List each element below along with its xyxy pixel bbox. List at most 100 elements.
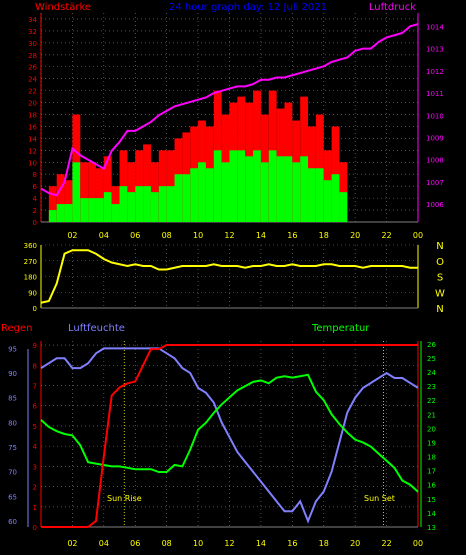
- wind-axis-tick-label: 10: [28, 159, 37, 167]
- wind-gust-bar: [88, 162, 96, 222]
- wind-axis-tick-label: 2: [33, 207, 37, 215]
- wind-speed-bar: [213, 150, 222, 222]
- wind-gust-bar: [56, 174, 65, 222]
- wind-gust-bar: [119, 150, 128, 222]
- humidity-axis-tick-label: 65: [8, 493, 17, 501]
- hour-tick-label: 16: [287, 539, 297, 548]
- humidity-axis-title: Luftfeuchte: [68, 323, 125, 334]
- rain-axis-tick-label: 6: [33, 403, 38, 411]
- wind-speed-bar: [237, 150, 246, 222]
- hour-tick-label: 06: [130, 231, 140, 240]
- rain-axis-tick-label: 2: [33, 484, 37, 492]
- hour-tick-label: 02: [67, 539, 77, 548]
- pressure-axis-tick-label: 1008: [426, 157, 444, 165]
- wind-axis-tick-label: 32: [28, 28, 37, 36]
- direction-axis-tick-label: 180: [24, 274, 37, 282]
- rain-axis-tick-label: 1: [33, 504, 37, 512]
- wind-direction-line: [40, 249, 418, 304]
- hour-tick-label: 08: [162, 539, 172, 548]
- wind-gust-bar: [166, 150, 175, 222]
- wind-speed-bar: [205, 168, 214, 222]
- pressure-panel-title: Luftdruck: [369, 2, 416, 13]
- wind-axis-tick-label: 20: [28, 100, 37, 108]
- wind-speed-bar: [308, 168, 316, 222]
- wind-gust-bar: [95, 168, 104, 222]
- hour-tick-label: 10: [193, 539, 203, 548]
- hour-tick-label: 20: [350, 231, 360, 240]
- temperature-axis-tick-label: 15: [427, 496, 436, 504]
- wind-speed-bar: [229, 150, 238, 222]
- wind-axis-tick-label: 4: [33, 195, 38, 203]
- wind-speed-bar: [80, 198, 89, 222]
- wind-axis-tick-label: 12: [28, 147, 37, 155]
- pressure-axis-tick-label: 1014: [426, 23, 444, 31]
- hour-tick-label: 12: [224, 231, 234, 240]
- direction-axis-tick-label: 0: [33, 305, 37, 313]
- wind-speed-bar: [300, 156, 309, 222]
- rain-line: [41, 344, 418, 528]
- humidity-axis-tick-label: 95: [8, 345, 17, 353]
- wind-speed-bar: [158, 186, 167, 222]
- temperature-axis-tick-label: 22: [427, 397, 436, 405]
- compass-direction-label: N: [436, 304, 443, 315]
- wind-speed-bar: [253, 150, 261, 222]
- wind-speed-bar: [48, 210, 57, 222]
- wind-speed-bar: [284, 156, 293, 222]
- wind-axis-tick-label: 6: [33, 183, 38, 191]
- wind-speed-bar: [323, 180, 332, 222]
- humidity-axis-tick-label: 80: [8, 419, 17, 427]
- wind-speed-bar: [276, 156, 285, 222]
- wind-speed-bar: [245, 156, 254, 222]
- wind-speed-bar: [88, 198, 96, 222]
- wind-speed-bar: [127, 192, 136, 222]
- hour-tick-label: 14: [256, 231, 266, 240]
- compass-direction-label: S: [437, 273, 443, 284]
- temperature-axis-tick-label: 19: [427, 439, 436, 447]
- wind-gust-bar: [158, 150, 167, 222]
- direction-axis-tick-label: 90: [28, 289, 37, 297]
- pressure-axis-tick-label: 1012: [426, 68, 444, 76]
- wind-speed-bar: [292, 162, 301, 222]
- temperature-axis-tick-label: 20: [427, 425, 436, 433]
- wind-speed-bar: [166, 186, 175, 222]
- wind-speed-bar: [111, 204, 120, 222]
- wind-speed-bar: [135, 186, 144, 222]
- compass-direction-label: O: [436, 257, 444, 268]
- pressure-line: [40, 23, 419, 197]
- temperature-line: [40, 373, 419, 493]
- rain-axis-tick-label: 3: [33, 463, 37, 471]
- wind-gust-bar: [80, 162, 89, 222]
- temperature-axis-tick-label: 14: [427, 510, 436, 518]
- wind-axis-tick-label: 28: [28, 52, 37, 60]
- wind-speed-bar: [150, 192, 159, 222]
- hour-tick-label: 20: [350, 539, 360, 548]
- wind-axis-tick-label: 16: [28, 123, 37, 131]
- direction-axis-tick-label: 270: [24, 258, 37, 266]
- temperature-axis-tick-label: 17: [427, 468, 436, 476]
- wind-speed-bar: [331, 174, 340, 222]
- hour-tick-label: 00: [413, 231, 423, 240]
- pressure-axis-tick-label: 1011: [426, 90, 444, 98]
- temperature-axis-tick-label: 25: [427, 355, 436, 363]
- hour-tick-label: 06: [130, 539, 140, 548]
- sunrise-label: Sun Rise: [107, 494, 142, 503]
- humidity-line: [40, 347, 419, 524]
- rain-axis-tick-label: 0: [33, 524, 37, 532]
- wind-gust-bar: [135, 150, 144, 222]
- compass-direction-label: N: [436, 241, 443, 252]
- rain-axis-tick-label: 9: [33, 342, 37, 350]
- pressure-axis-tick-label: 1010: [426, 112, 444, 120]
- rain-axis-tick-label: 7: [33, 382, 37, 390]
- hour-tick-label: 18: [319, 231, 329, 240]
- wind-axis-tick-label: 26: [28, 64, 37, 72]
- wind-gust-bar: [143, 144, 151, 222]
- temperature-axis-tick-label: 13: [427, 524, 436, 532]
- compass-direction-label: W: [435, 288, 445, 299]
- hour-tick-label: 14: [256, 539, 266, 548]
- wind-speed-bar: [268, 150, 277, 222]
- temperature-axis-tick-label: 23: [427, 383, 436, 391]
- wind-axis-tick-label: 24: [28, 76, 37, 84]
- wind-speed-bar: [119, 186, 128, 222]
- wind-speed-bar: [315, 168, 324, 222]
